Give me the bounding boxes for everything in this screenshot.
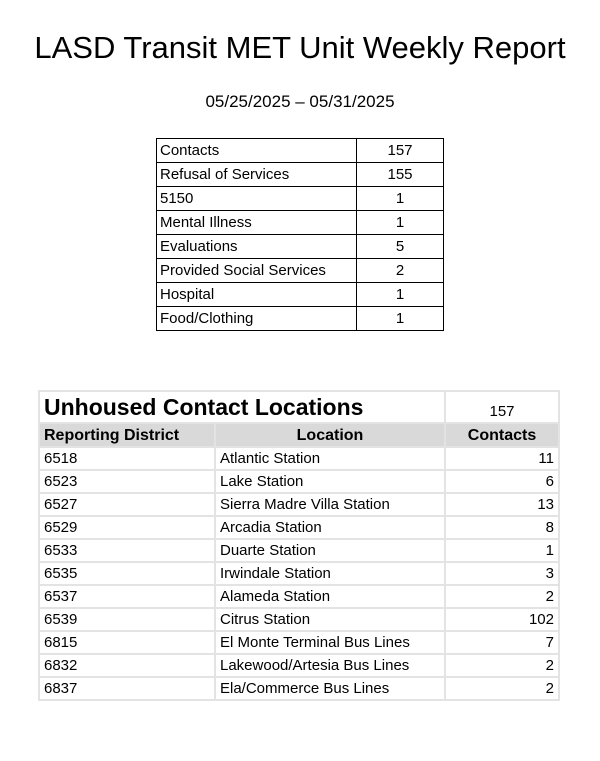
table-row: 6535 Irwindale Station 3 [38,561,560,586]
location-cell: Lakewood/Artesia Bus Lines [214,653,446,678]
locations-total: 157 [444,390,560,424]
table-row: 6815 El Monte Terminal Bus Lines 7 [38,630,560,655]
contacts-cell: 102 [444,607,560,632]
summary-row: Refusal of Services 155 [156,162,444,187]
locations-title-row: Unhoused Contact Locations 157 [38,390,560,424]
district-cell: 6518 [38,446,216,471]
summary-row: Provided Social Services 2 [156,258,444,283]
table-row: 6529 Arcadia Station 8 [38,515,560,540]
table-row: 6518 Atlantic Station 11 [38,446,560,471]
table-row: 6527 Sierra Madre Villa Station 13 [38,492,560,517]
district-cell: 6529 [38,515,216,540]
contacts-cell: 11 [444,446,560,471]
location-cell: Alameda Station [214,584,446,609]
summary-label: Mental Illness [156,210,357,235]
district-cell: 6523 [38,469,216,494]
summary-label: Hospital [156,282,357,307]
contacts-cell: 1 [444,538,560,563]
summary-row: Mental Illness 1 [156,210,444,235]
contacts-cell: 8 [444,515,560,540]
location-cell: Arcadia Station [214,515,446,540]
district-cell: 6535 [38,561,216,586]
district-cell: 6539 [38,607,216,632]
district-cell: 6527 [38,492,216,517]
summary-label: Refusal of Services [156,162,357,187]
contacts-cell: 2 [444,653,560,678]
summary-value: 2 [356,258,444,283]
summary-label: Food/Clothing [156,306,357,331]
summary-value: 1 [356,282,444,307]
location-cell: Ela/Commerce Bus Lines [214,676,446,701]
district-cell: 6815 [38,630,216,655]
table-row: 6837 Ela/Commerce Bus Lines 2 [38,676,560,701]
summary-row: Food/Clothing 1 [156,306,444,331]
district-cell: 6533 [38,538,216,563]
location-cell: Duarte Station [214,538,446,563]
header-row: Reporting District Location Contacts [38,422,560,448]
summary-value: 5 [356,234,444,259]
location-cell: Atlantic Station [214,446,446,471]
contacts-cell: 2 [444,584,560,609]
summary-label: 5150 [156,186,357,211]
report-title: LASD Transit MET Unit Weekly Report [34,30,566,65]
summary-row: Evaluations 5 [156,234,444,259]
summary-row: Contacts 157 [156,138,444,163]
locations-table: Unhoused Contact Locations 157 Reporting… [38,390,560,701]
summary-value: 1 [356,186,444,211]
contacts-cell: 13 [444,492,560,517]
table-row: 6537 Alameda Station 2 [38,584,560,609]
contacts-cell: 6 [444,469,560,494]
date-range: 05/25/2025 – 05/31/2025 [205,92,395,111]
contacts-cell: 7 [444,630,560,655]
contacts-cell: 3 [444,561,560,586]
locations-title: Unhoused Contact Locations [38,390,446,424]
summary-label: Contacts [156,138,357,163]
summary-label: Provided Social Services [156,258,357,283]
header-location: Location [214,422,446,448]
table-row: 6533 Duarte Station 1 [38,538,560,563]
summary-row: 5150 1 [156,186,444,211]
summary-row: Hospital 1 [156,282,444,307]
summary-value: 157 [356,138,444,163]
summary-value: 155 [356,162,444,187]
location-cell: Sierra Madre Villa Station [214,492,446,517]
location-cell: El Monte Terminal Bus Lines [214,630,446,655]
summary-value: 1 [356,210,444,235]
table-row: 6832 Lakewood/Artesia Bus Lines 2 [38,653,560,678]
district-cell: 6537 [38,584,216,609]
district-cell: 6832 [38,653,216,678]
header-contacts: Contacts [444,422,560,448]
location-cell: Lake Station [214,469,446,494]
summary-label: Evaluations [156,234,357,259]
location-cell: Irwindale Station [214,561,446,586]
summary-table: Contacts 157 Refusal of Services 155 5150 1 Me… [156,138,444,331]
summary-value: 1 [356,306,444,331]
district-cell: 6837 [38,676,216,701]
contacts-cell: 2 [444,676,560,701]
table-row: 6539 Citrus Station 102 [38,607,560,632]
table-row: 6523 Lake Station 6 [38,469,560,494]
header-district: Reporting District [38,422,216,448]
location-cell: Citrus Station [214,607,446,632]
